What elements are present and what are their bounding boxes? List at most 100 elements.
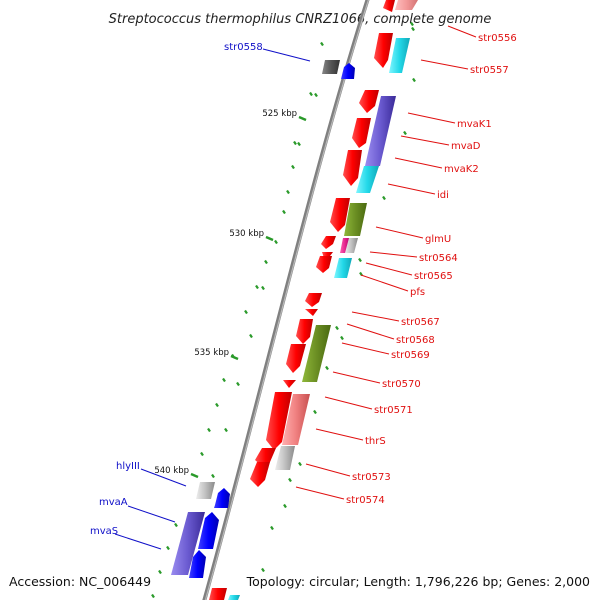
gene-leader-line: [369, 251, 418, 258]
outer-tick-mark: [151, 593, 155, 599]
outer-tick-mark: [325, 365, 329, 371]
scale-major-tick: [298, 115, 307, 122]
gene-box-mvaA-mvaS-cog: [171, 512, 205, 575]
gene-leader-line: [351, 311, 400, 322]
gene-arrow-glmU: [330, 198, 350, 232]
gene-label-str0570: str0570: [382, 379, 421, 390]
gene-label-str0569: str0569: [391, 350, 430, 361]
gene-label-mvaK1: mvaK1: [457, 119, 492, 130]
outer-tick-mark: [410, 21, 414, 27]
gene-label-str0574: str0574: [346, 495, 385, 506]
cog-box-mvaK2: [356, 166, 379, 193]
inner-tick-mark: [274, 239, 278, 245]
outer-tick-mark: [293, 140, 297, 146]
forward-strand-genes: [209, 0, 395, 600]
outer-tick-mark: [412, 77, 416, 83]
outer-tick-mark: [282, 209, 286, 215]
gene-arrow-mvaD: [352, 118, 371, 148]
gene-leader-line: [324, 396, 373, 410]
gene-arrow-pfs: [316, 256, 332, 273]
gene-arrow-hlyIII: [214, 488, 230, 508]
cog-box-thrS: [282, 394, 310, 445]
outer-tick-mark: [158, 569, 162, 575]
gene-arrow-str0571: [283, 380, 296, 388]
gene-leader-line: [394, 157, 443, 169]
outer-tick-mark: [340, 335, 344, 341]
inner-tick-mark: [309, 91, 313, 97]
gene-arrow-str0569: [296, 319, 313, 344]
gene-label-mvaK2: mvaK2: [444, 164, 479, 175]
inner-tick-mark: [320, 41, 324, 47]
map-title: Streptococcus thermophilus CNRZ1066, com…: [109, 12, 492, 27]
outer-tick-mark: [335, 325, 339, 331]
gene-box-str0558-cog: [322, 60, 340, 74]
gene-label-str0556: str0556: [478, 33, 517, 44]
gene-label-pfs: pfs: [410, 287, 425, 298]
inner-tick-mark: [224, 427, 228, 433]
scale-label: 530 kbp: [229, 229, 264, 239]
cog-box-str0557: [389, 38, 410, 73]
right-gene-labels: str0556 str0557 mvaK1 mvaD mvaK2 idi glmU str05…: [295, 25, 517, 506]
outer-tick-mark: [382, 195, 386, 201]
gene-label-str0565: str0565: [414, 271, 453, 282]
scale-label: 540 kbp: [154, 466, 189, 476]
scale-labels: 525 kbp 530 kbp 535 kbp 540 kbp: [154, 109, 307, 479]
outer-tick-mark: [358, 257, 362, 263]
gene-leader-line: [305, 463, 351, 477]
forward-cog-boxes: [228, 0, 418, 600]
cog-box-pfs: [334, 258, 352, 278]
gene-label-str0558: str0558: [224, 42, 263, 53]
gene-label-thrS: thrS: [365, 436, 386, 447]
gene-arrow-thrS: [266, 392, 292, 450]
gene-label-idi: idi: [437, 190, 449, 201]
inner-tick-mark: [249, 333, 253, 339]
gene-label-glmU: glmU: [425, 234, 451, 245]
gene-leader-line: [140, 468, 187, 487]
gene-arrow-str0564: [321, 236, 336, 249]
scale-major-tick: [230, 354, 239, 361]
outer-tick-mark: [215, 402, 219, 408]
outer-tick-mark: [200, 451, 204, 457]
gene-leader-line: [295, 486, 345, 500]
outer-tick-mark: [166, 545, 170, 551]
outer-tick-mark: [313, 409, 317, 415]
gene-arrow-str0556: [383, 0, 395, 12]
cog-box-mvaK1-mvaD: [365, 96, 396, 166]
gene-label-str0571: str0571: [374, 405, 413, 416]
gene-label-hlyIII: hlyIII: [116, 461, 140, 472]
inner-tick-mark: [286, 189, 290, 195]
gene-leader-line: [375, 226, 424, 239]
gene-leader-line: [127, 505, 176, 523]
gene-label-str0567: str0567: [401, 317, 440, 328]
gene-label-str0568: str0568: [396, 335, 435, 346]
inner-tick-mark: [211, 473, 215, 479]
outer-tick-mark: [298, 461, 302, 467]
gene-leader-line: [332, 371, 381, 384]
scale-major-tick: [190, 472, 199, 479]
outer-tick-mark: [264, 259, 268, 265]
cog-box-next: [228, 595, 240, 600]
reverse-strand-genes: [171, 60, 355, 578]
cog-box-str0569: [302, 325, 331, 382]
cog-box-str0565: [345, 238, 358, 253]
topology-text: Topology: circular; Length: 1,796,226 bp…: [246, 574, 590, 589]
outer-tick-mark: [255, 284, 259, 290]
outer-tick-mark: [244, 309, 248, 315]
scale-label: 535 kbp: [194, 348, 229, 358]
gene-arrow-next: [209, 588, 227, 600]
gene-label-mvaS: mvaS: [90, 526, 118, 537]
gene-label-mvaD: mvaD: [451, 141, 481, 152]
gene-leader-line: [341, 342, 390, 355]
scale-label: 525 kbp: [262, 109, 297, 119]
gene-label-str0557: str0557: [470, 65, 509, 76]
outer-tick-mark: [207, 427, 211, 433]
gene-arrow-mvaK2: [343, 150, 362, 186]
left-gene-labels: str0558 hlyIII mvaA mvaS: [90, 42, 311, 550]
outer-tick-mark: [288, 477, 292, 483]
inner-tick-mark: [297, 141, 301, 147]
outer-tick-mark: [411, 26, 415, 32]
gene-leader-line: [447, 25, 477, 38]
gene-arrow-mvaK1: [359, 90, 379, 113]
cog-box-glmU: [344, 203, 367, 236]
